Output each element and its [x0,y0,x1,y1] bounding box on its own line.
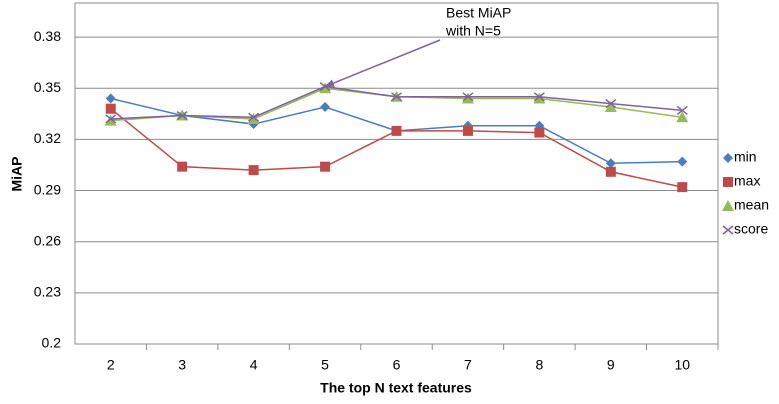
legend-label: max [734,173,760,189]
legend-marker [723,153,733,163]
y-tick-label: 0.35 [34,79,61,95]
point [676,111,689,123]
point [177,161,188,172]
x-tick-label: 8 [535,357,543,373]
x-tick-label: 3 [178,357,186,373]
point [605,158,616,169]
point [320,102,331,113]
annotation-arrow [324,39,441,88]
point [533,92,545,102]
point [461,92,474,104]
x-tick-label: 9 [607,357,615,373]
x-axis-title: The top N text features [320,380,472,396]
annotation-line: Best MiAP [446,5,511,21]
x-tick-label: 5 [321,357,329,373]
arrow-head [325,79,335,87]
point [105,114,117,124]
point [677,182,688,193]
point [391,125,402,136]
point [604,101,617,113]
point [319,82,332,94]
y-tick-label: 0.26 [34,232,61,248]
point [677,156,688,167]
point [105,93,116,104]
point [176,110,188,121]
plot-border [74,2,719,345]
x-tick-label: 4 [250,357,258,373]
legend-marker [722,225,734,235]
x-tick-label: 10 [674,357,690,373]
x-tick-label: 7 [464,357,472,373]
point [391,92,402,102]
y-tick-label: 0.38 [34,28,61,44]
y-tick-label: 0.23 [34,284,61,300]
point [248,112,260,122]
point [248,165,259,176]
point [534,127,545,138]
annotation-line: with N=5 [445,23,501,39]
y-tick-label: 0.2 [42,335,62,351]
legend-label: score [734,221,768,237]
legend-marker [722,200,734,211]
y-tick-label: 0.32 [34,130,61,146]
legend-label: min [734,149,757,165]
x-tick-label: 6 [393,357,401,373]
point [462,92,474,102]
point [247,112,260,124]
point [533,92,546,104]
y-tick-label: 0.29 [34,181,61,197]
point [104,114,117,126]
point [676,105,688,116]
series-line [110,108,683,188]
point [320,161,331,172]
legend-marker [723,177,733,187]
x-tick-label: 2 [107,357,115,373]
point [605,99,617,109]
point [105,103,116,114]
legend-label: mean [734,197,769,213]
y-axis-title: MiAP [9,157,25,192]
point [462,125,473,136]
point [605,166,616,177]
